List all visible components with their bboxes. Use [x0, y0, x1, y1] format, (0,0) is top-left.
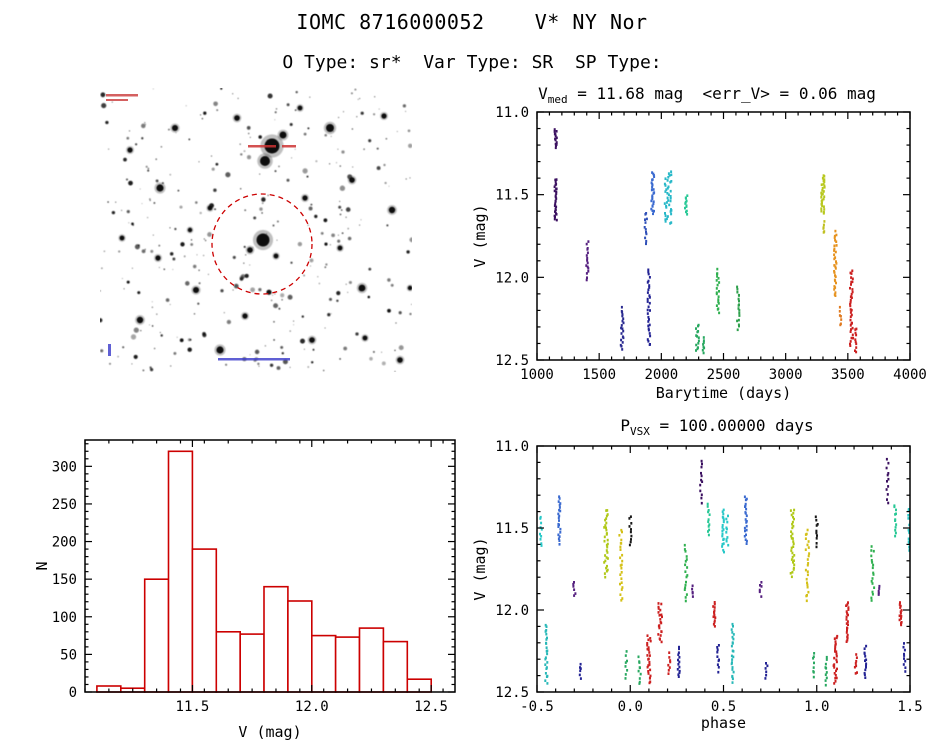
- target-circle: [211, 193, 313, 295]
- lightcurve-title: Vmed = 11.68 mag <err_V> = 0.06 mag: [470, 84, 944, 106]
- svg-text:12.0: 12.0: [495, 603, 529, 619]
- star-field: [100, 88, 412, 372]
- y-axis-label: V (mag): [471, 537, 489, 600]
- tick-labels: 1000 1500 2000 2500 3000 3500 4000 11.0 11.5 12.0…: [495, 105, 927, 383]
- annotation-mark: [248, 145, 276, 148]
- phase-plot-title: PVSX = 100.00000 days: [480, 416, 944, 438]
- annotation-mark: [106, 99, 128, 101]
- svg-text:200: 200: [52, 535, 77, 551]
- lc-title-prefix: V: [538, 84, 548, 103]
- phase-title-prefix: P: [620, 416, 630, 435]
- annotation-mark: [106, 94, 138, 97]
- page-subtitle: O Type: sr* Var Type: SR SP Type:: [282, 52, 662, 73]
- svg-text:150: 150: [52, 572, 77, 588]
- x-axis-label: Barytime (days): [656, 384, 791, 402]
- lc-title-sub: med: [547, 93, 568, 107]
- svg-text:2000: 2000: [644, 367, 678, 383]
- svg-text:2500: 2500: [707, 367, 741, 383]
- svg-text:1000: 1000: [520, 367, 554, 383]
- plot-frame: [536, 111, 911, 361]
- lc-title-rest: = 11.68 mag <err_V> = 0.06 mag: [567, 84, 876, 103]
- svg-text:11.5: 11.5: [176, 699, 210, 715]
- svg-text:3000: 3000: [769, 367, 803, 383]
- annotation-mark: [108, 344, 111, 356]
- svg-text:50: 50: [60, 647, 77, 663]
- svg-text:11.0: 11.0: [495, 439, 529, 455]
- svg-text:12.5: 12.5: [414, 699, 448, 715]
- svg-text:12.5: 12.5: [495, 685, 529, 701]
- svg-text:1.0: 1.0: [804, 699, 829, 715]
- y-axis-label: N: [33, 561, 51, 570]
- svg-text:-0.5: -0.5: [520, 699, 554, 715]
- tick-marks: [536, 111, 911, 361]
- data-points: [553, 128, 858, 355]
- histogram-bars: [96, 450, 432, 693]
- svg-text:1500: 1500: [582, 367, 616, 383]
- tick-marks: [536, 445, 911, 693]
- svg-text:11.5: 11.5: [495, 521, 529, 537]
- phase-title-sub: VSX: [630, 425, 650, 439]
- finding-chart-image: [100, 88, 412, 372]
- plot-frame: [536, 445, 911, 693]
- svg-text:300: 300: [52, 459, 77, 475]
- svg-text:12.0: 12.0: [495, 270, 529, 286]
- histogram-plot: 11.5 12.0 12.5 0 50 100 150 200 250 300 V (mag) N: [33, 439, 456, 741]
- svg-text:100: 100: [52, 610, 77, 626]
- svg-text:12.5: 12.5: [495, 353, 529, 369]
- svg-text:1.5: 1.5: [897, 699, 922, 715]
- tick-labels: 11.5 12.0 12.5 0 50 100 150 200 250 300: [52, 459, 448, 715]
- x-axis-label: V (mag): [238, 723, 301, 741]
- svg-text:4000: 4000: [893, 367, 927, 383]
- svg-text:12.0: 12.0: [295, 699, 329, 715]
- finder-background: [100, 88, 412, 372]
- plot-frame: [84, 439, 456, 693]
- tick-marks: [84, 440, 455, 693]
- svg-text:3500: 3500: [831, 367, 865, 383]
- x-axis-label: phase: [701, 714, 746, 732]
- data-points: [539, 457, 910, 687]
- svg-text:0: 0: [69, 685, 77, 701]
- phase-plot: -0.5 0.0 0.5 1.0 1.5 11.0 11.5 12.0 12.5 phase V (…: [471, 439, 923, 732]
- y-axis-label: V (mag): [471, 204, 489, 267]
- svg-text:250: 250: [52, 497, 77, 513]
- lightcurve-plot: 1000 1500 2000 2500 3000 3500 4000 11.0 11.5 12.0…: [471, 105, 927, 402]
- svg-text:11.0: 11.0: [495, 105, 529, 121]
- tick-labels: -0.5 0.0 0.5 1.0 1.5 11.0 11.5 12.0 12.5: [495, 439, 922, 715]
- page-title: IOMC 8716000052 V* NY Nor: [296, 10, 648, 34]
- svg-text:0.5: 0.5: [711, 699, 736, 715]
- annotation-mark: [282, 145, 296, 148]
- annotation-mark: [218, 358, 290, 361]
- svg-text:0.0: 0.0: [618, 699, 643, 715]
- svg-text:11.5: 11.5: [495, 188, 529, 204]
- phase-title-rest: = 100.00000 days: [649, 416, 814, 435]
